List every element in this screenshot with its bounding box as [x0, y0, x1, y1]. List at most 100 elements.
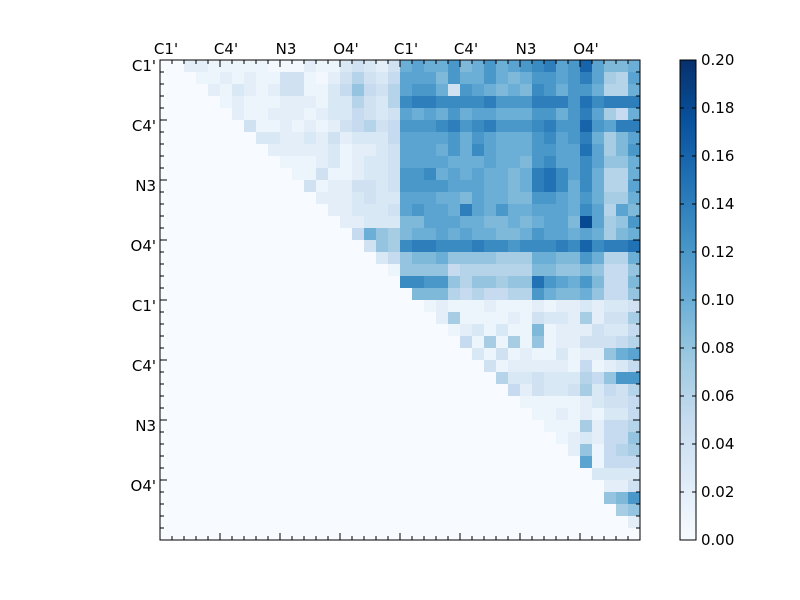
heatmap-cell [160, 216, 173, 229]
heatmap-cell [292, 264, 305, 277]
heatmap-cell [376, 432, 389, 445]
heatmap-cell [400, 372, 413, 385]
heatmap-cell [196, 180, 209, 193]
heatmap-cell [448, 204, 461, 217]
heatmap-cell [388, 276, 401, 289]
heatmap-cell [220, 120, 233, 133]
heatmap-cell [268, 288, 281, 301]
heatmap-cell [460, 288, 473, 301]
heatmap-cell [196, 300, 209, 313]
heatmap-cell [184, 468, 197, 481]
heatmap-cell [424, 264, 437, 277]
heatmap-cell [220, 312, 233, 325]
heatmap-cell [316, 96, 329, 109]
heatmap-cell [352, 288, 365, 301]
heatmap-cell [328, 192, 341, 205]
y-tick-label: O4' [131, 477, 156, 495]
heatmap-cell [340, 108, 353, 121]
heatmap-cell [268, 312, 281, 325]
heatmap-cell [484, 72, 497, 85]
heatmap-cell [628, 84, 641, 97]
heatmap-cell [220, 156, 233, 169]
heatmap-cell [160, 408, 173, 421]
heatmap-cell [424, 432, 437, 445]
heatmap-cell [412, 504, 425, 517]
heatmap-cell [304, 456, 317, 469]
heatmap-cell [616, 72, 629, 85]
heatmap-cell [472, 372, 485, 385]
heatmap-cell [400, 132, 413, 145]
colorbar-tick-label: 0.12 [701, 243, 734, 261]
heatmap-cell [544, 504, 557, 517]
heatmap-cell [580, 96, 593, 109]
heatmap-cell [556, 468, 569, 481]
heatmap-cell [220, 336, 233, 349]
heatmap-cell [616, 240, 629, 253]
heatmap-cell [292, 468, 305, 481]
heatmap-cell [496, 420, 509, 433]
heatmap-cell [220, 96, 233, 109]
x-tick-label: C4' [454, 40, 478, 58]
heatmap-cell [280, 228, 293, 241]
heatmap-cell [400, 120, 413, 133]
heatmap-cell [484, 132, 497, 145]
heatmap-cell [340, 336, 353, 349]
axis-ticks [159, 59, 641, 541]
heatmap-cell [508, 204, 521, 217]
heatmap-cell [628, 396, 641, 409]
heatmap-cell [352, 240, 365, 253]
heatmap-cell [568, 60, 581, 73]
heatmap-cell [472, 492, 485, 505]
heatmap-cell [280, 480, 293, 493]
heatmap-cell [352, 480, 365, 493]
heatmap-cell [316, 204, 329, 217]
heatmap-cell [256, 504, 269, 517]
heatmap-cell [232, 468, 245, 481]
heatmap-cell [220, 108, 233, 121]
heatmap-cell [472, 504, 485, 517]
heatmap-cell [184, 228, 197, 241]
heatmap-cell [448, 228, 461, 241]
heatmap-cell [472, 72, 485, 85]
heatmap-cell [280, 312, 293, 325]
heatmap-cell [220, 252, 233, 265]
heatmap-cell [184, 120, 197, 133]
heatmap-cell [580, 240, 593, 253]
heatmap-cell [220, 204, 233, 217]
heatmap-cell [268, 456, 281, 469]
heatmap-cell [388, 384, 401, 397]
heatmap-cell [328, 96, 341, 109]
heatmap-cell [448, 108, 461, 121]
heatmap-cell [352, 408, 365, 421]
heatmap-cell [616, 360, 629, 373]
heatmap-cell [412, 108, 425, 121]
heatmap-cell [556, 312, 569, 325]
heatmap-cell [544, 492, 557, 505]
heatmap-cell [160, 528, 173, 541]
heatmap-cell [448, 96, 461, 109]
heatmap-cell [508, 180, 521, 193]
heatmap-cell [532, 444, 545, 457]
heatmap-cell [520, 180, 533, 193]
heatmap-cell [508, 264, 521, 277]
heatmap-cell [376, 144, 389, 157]
heatmap-cell [220, 408, 233, 421]
heatmap-cell [580, 204, 593, 217]
heatmap-cell [472, 60, 485, 73]
heatmap-cell [520, 480, 533, 493]
heatmap-cell [496, 228, 509, 241]
heatmap-cell [520, 396, 533, 409]
heatmap-cell [628, 252, 641, 265]
heatmap-cell [400, 96, 413, 109]
heatmap-cell [364, 168, 377, 181]
heatmap-cell [232, 456, 245, 469]
heatmap-cell [184, 132, 197, 145]
heatmap-cell [232, 516, 245, 529]
heatmap-cell [160, 252, 173, 265]
heatmap-cell [532, 468, 545, 481]
heatmap-cell [340, 72, 353, 85]
heatmap-cell [604, 432, 617, 445]
heatmap-cell [424, 240, 437, 253]
heatmap-cell [520, 96, 533, 109]
heatmap-cell [460, 180, 473, 193]
